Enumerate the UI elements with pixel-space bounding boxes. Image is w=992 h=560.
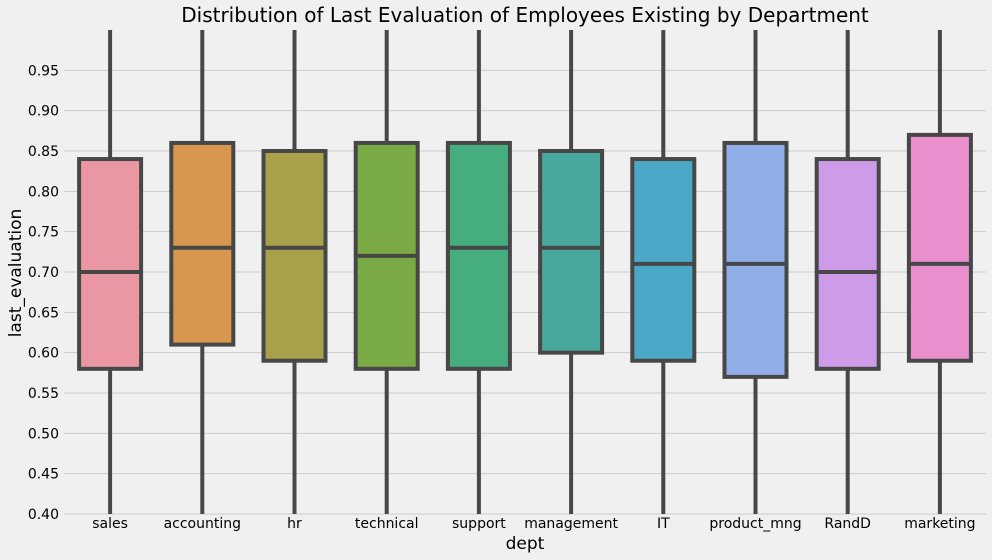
x-tick-label: marketing [904, 516, 975, 532]
box-series [77, 30, 973, 514]
iqr-box [169, 140, 236, 347]
box-management [538, 30, 605, 514]
chart-title: Distribution of Last Evaluation of Emplo… [181, 3, 869, 27]
box-marketing [906, 30, 973, 514]
iqr-box [261, 149, 328, 363]
box-RandD [814, 30, 881, 514]
iqr-box [814, 157, 881, 371]
y-tick-label: 0.55 [28, 386, 59, 402]
x-tick-label: sales [92, 516, 128, 532]
y-tick-label: 0.75 [28, 225, 59, 241]
box-product_mng [722, 30, 789, 514]
x-tick-label: technical [355, 516, 419, 532]
y-axis-label: last_evaluation [6, 209, 26, 338]
x-tick-label: IT [657, 516, 670, 532]
y-tick-label: 0.80 [28, 184, 59, 200]
x-tick-label: product_mng [709, 516, 801, 532]
x-tick-label: support [452, 516, 506, 532]
y-tick-label: 0.40 [28, 507, 59, 523]
box-sales [77, 30, 144, 514]
iqr-box [630, 157, 697, 363]
box-IT [630, 30, 697, 514]
box-technical [353, 30, 420, 514]
y-tick-label: 0.60 [28, 346, 59, 362]
y-tick-label: 0.90 [28, 104, 59, 120]
iqr-box [445, 140, 512, 371]
x-tick-label: management [524, 516, 618, 532]
box-hr [261, 30, 328, 514]
x-tick-labels: sales accounting hr technical support managem… [92, 516, 975, 532]
y-tick-label: 0.45 [28, 467, 59, 483]
y-tick-label: 0.95 [28, 63, 59, 79]
y-tick-label: 0.50 [28, 426, 59, 442]
y-tick-labels: 0.40 0.45 0.50 0.55 0.60 0.65 0.70 0.75 0.80 0.85… [28, 63, 59, 523]
x-tick-label: accounting [164, 516, 241, 532]
iqr-box [538, 149, 605, 355]
iqr-box [722, 140, 789, 379]
box-accounting [169, 30, 236, 514]
x-axis-label: dept [506, 534, 545, 554]
x-tick-label: hr [287, 516, 302, 532]
x-tick-label: RandD [824, 516, 871, 532]
iqr-box [906, 132, 973, 363]
y-tick-label: 0.65 [28, 305, 59, 321]
y-tick-label: 0.85 [28, 144, 59, 160]
box-support [445, 30, 512, 514]
y-tick-label: 0.70 [28, 265, 59, 281]
iqr-box [77, 157, 144, 371]
